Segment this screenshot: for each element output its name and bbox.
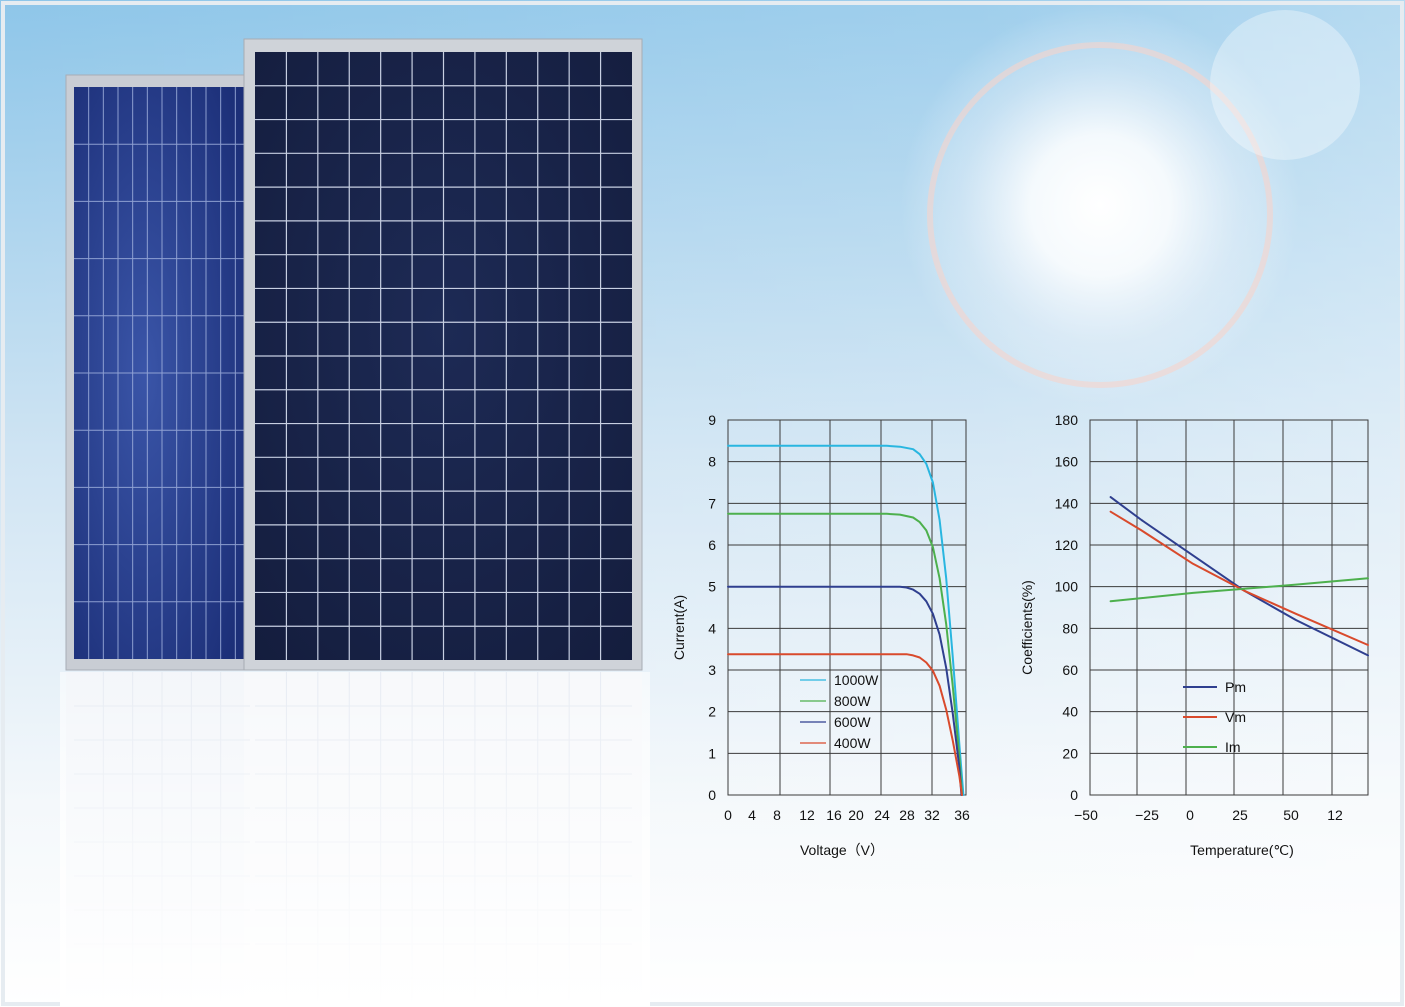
y-tick-label: 4 [708,620,716,636]
sun-halo-ring [927,42,1273,388]
y-tick-label: 100 [1055,579,1079,595]
x-tick-label: 12 [799,807,815,823]
y-tick-label: 6 [708,537,716,553]
x-tick-label: −25 [1135,807,1159,823]
series-line-1000w [727,444,965,796]
y-tick-label: 5 [708,579,716,595]
x-tick-label: 4 [748,807,756,823]
series-line-vm [1109,510,1369,646]
legend-label: Vm [1225,709,1246,725]
y-tick-label: 0 [1070,787,1078,803]
y-tick-label: 80 [1062,620,1078,636]
legend-label: 400W [834,735,871,751]
y-tick-label: 120 [1055,537,1079,553]
x-tick-label: −50 [1074,807,1098,823]
y-tick-label: 3 [708,662,716,678]
legend-label: Im [1225,739,1241,755]
x-tick-label: 28 [899,807,915,823]
series-line-im [1109,577,1369,603]
y-tick-label: 0 [708,787,716,803]
x-tick-label: 8 [773,807,781,823]
legend-label: 600W [834,714,871,730]
x-tick-label: 50 [1283,807,1299,823]
y-tick-label: 2 [708,704,716,720]
y-tick-label: 160 [1055,454,1079,470]
sun-glow [900,5,1300,405]
y-tick-label: 60 [1062,662,1078,678]
x-axis-label: Voltage（V） [800,842,884,858]
x-tick-label: 20 [848,807,864,823]
x-tick-label: 25 [1232,807,1248,823]
x-tick-label: 0 [724,807,732,823]
panel-reflection [60,672,650,1007]
y-axis-label: Coefficients(%) [1019,580,1035,675]
y-tick-label: 8 [708,454,716,470]
y-tick-label: 7 [708,495,716,511]
solar-panel-front [243,38,643,671]
y-tick-label: 1 [708,745,716,761]
x-tick-label: 16 [826,807,842,823]
x-axis-label: Temperature(℃) [1190,842,1294,858]
temperature-coefficient-chart: 0 20 40 60 80 100 120 140 160 180 −50 −25 0 25 50 12 Tem… [1019,412,1369,858]
y-tick-label: 9 [708,412,716,428]
legend-label: 1000W [834,672,879,688]
x-tick-label: 12 [1327,807,1343,823]
legend-label: 800W [834,693,871,709]
y-axis-label: Current(A) [671,595,687,660]
legend-label: Pm [1225,679,1246,695]
x-tick-label: 0 [1186,807,1194,823]
series-line-600w [727,585,963,796]
x-tick-label: 24 [874,807,890,823]
series-line-pm [1109,496,1369,657]
y-tick-label: 180 [1055,412,1079,428]
x-tick-label: 36 [954,807,970,823]
y-tick-label: 40 [1062,704,1078,720]
series-line-800w [727,512,963,796]
solar-panel-back [65,74,257,671]
y-tick-label: 20 [1062,745,1078,761]
y-tick-label: 140 [1055,495,1079,511]
series-line-400w [727,653,963,796]
sun-flare [1210,10,1360,160]
x-tick-label: 32 [924,807,940,823]
